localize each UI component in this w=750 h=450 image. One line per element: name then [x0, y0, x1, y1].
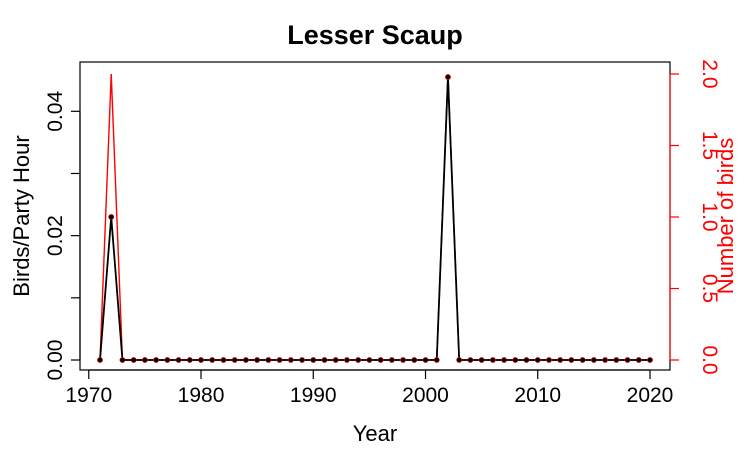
data-point [175, 357, 182, 363]
data-point [153, 357, 160, 363]
series-birds-per-party-hour [97, 74, 653, 363]
data-point [97, 357, 103, 363]
x-axis: 1970 1980 1990 2000 2010 2020 [65, 369, 674, 407]
y2-tick-label: 2.0 [698, 59, 721, 88]
data-point [546, 357, 552, 363]
x-axis-label: Year [353, 421, 397, 446]
data-point [141, 357, 148, 363]
y-tick-label: 0.04 [44, 91, 67, 132]
data-point [265, 357, 272, 363]
data-point [332, 357, 339, 363]
data-point [501, 357, 507, 363]
data-point [557, 357, 564, 363]
x-tick-label: 1970 [65, 384, 112, 407]
data-point [534, 357, 541, 363]
data-point [478, 357, 485, 363]
y-tick-label: 0.00 [44, 340, 67, 381]
data-point [512, 357, 519, 363]
data-point [108, 214, 115, 220]
series-number-of-birds [99, 73, 650, 361]
data-point [523, 357, 530, 363]
data-point [445, 74, 451, 81]
data-point [590, 357, 597, 363]
x-tick-label: 1980 [178, 384, 225, 407]
birds-per-party-hour-line [99, 77, 650, 361]
data-point [388, 357, 395, 363]
data-point [366, 357, 373, 363]
data-point [130, 357, 137, 363]
y2-tick-label: 1.0 [698, 202, 721, 231]
data-point [220, 357, 227, 363]
data-point [568, 357, 575, 363]
x-tick-label: 2020 [627, 384, 674, 407]
data-point [164, 357, 171, 363]
y-axis-label: Birds/Party Hour [9, 135, 34, 296]
data-point [254, 357, 261, 363]
data-point [433, 357, 440, 363]
data-point [579, 357, 586, 363]
data-point [602, 357, 609, 363]
data-point [411, 357, 418, 363]
data-point [377, 357, 384, 363]
data-point [299, 357, 305, 363]
x-tick-label: 2000 [402, 384, 449, 407]
data-point [489, 357, 496, 363]
data-point [321, 357, 328, 363]
data-point [647, 357, 653, 363]
x-tick-label: 2010 [514, 384, 561, 407]
data-point [119, 357, 126, 363]
y2-tick-label: 0.5 [698, 274, 721, 303]
data-point [355, 357, 362, 363]
data-point [613, 357, 620, 363]
data-point [624, 357, 631, 363]
data-point [635, 357, 642, 363]
data-point [287, 357, 294, 363]
data-point [276, 357, 283, 363]
x-tick-label: 1990 [290, 384, 337, 407]
data-point [456, 357, 463, 363]
number-of-birds-line [99, 73, 650, 361]
plot-area [79, 61, 671, 371]
data-point [231, 357, 238, 363]
data-point [209, 357, 216, 363]
y2-tick-label: 1.5 [698, 131, 721, 160]
data-point [467, 357, 474, 363]
data-point [186, 357, 193, 363]
y2-tick-label: 0.0 [698, 345, 721, 374]
data-point [344, 357, 350, 363]
y-axis-right: 0.0 0.5 1.0 1.5 2.0 [669, 59, 721, 375]
y-tick-label: 0.02 [44, 215, 67, 256]
data-point [310, 357, 317, 363]
y2-axis-label: Number of birds [713, 138, 738, 295]
y-axis-left: 0.00 0.02 0.04 [44, 91, 81, 381]
data-point [198, 357, 204, 363]
chart-title: Lesser Scaup [287, 20, 463, 50]
data-point [400, 357, 406, 363]
data-point [243, 357, 249, 363]
data-point [422, 357, 429, 363]
